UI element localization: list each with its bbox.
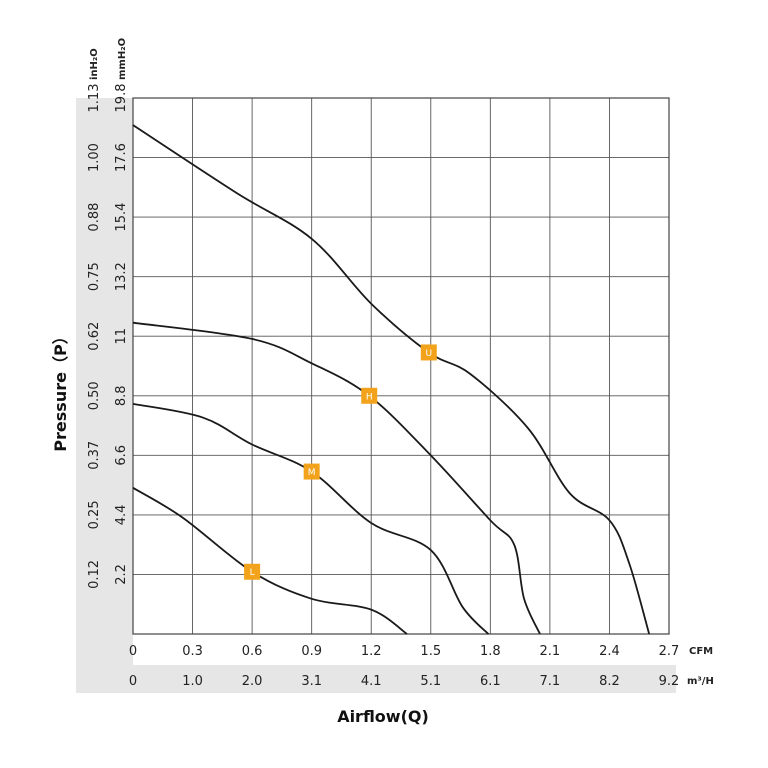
x-unit-m3h: m³/H bbox=[687, 676, 714, 687]
marker-m bbox=[303, 463, 320, 480]
y-tick-label-mmh2o: 17.6 bbox=[114, 143, 129, 172]
x-tick-label-m3h: 2.0 bbox=[242, 674, 263, 689]
marker-label-m: M bbox=[308, 468, 316, 478]
x-tick-label-m3h: 9.2 bbox=[659, 674, 680, 689]
marker-l bbox=[244, 563, 261, 580]
x-tick-label-cfm: 0.3 bbox=[182, 644, 203, 659]
y-tick-label-inh2o: 0.37 bbox=[87, 441, 102, 470]
x-axis-title: Airflow(Q) bbox=[337, 707, 429, 726]
x-tick-label-cfm: 1.8 bbox=[480, 644, 501, 659]
x-tick-label-m3h: 4.1 bbox=[361, 674, 382, 689]
y-tick-label-mmh2o: 2.2 bbox=[114, 564, 129, 585]
y-tick-label-inh2o: 1.13 bbox=[87, 84, 102, 113]
x-tick-label-cfm: 0 bbox=[129, 644, 137, 659]
x-tick-label-cfm: 1.2 bbox=[361, 644, 382, 659]
x-tick-label-m3h: 7.1 bbox=[540, 674, 561, 689]
x-tick-label-m3h: 5.1 bbox=[420, 674, 441, 689]
y-unit-inh2o: inH₂O bbox=[89, 48, 100, 80]
y-tick-label-inh2o: 0.62 bbox=[87, 322, 102, 351]
x-tick-label-m3h: 6.1 bbox=[480, 674, 501, 689]
y-tick-label-mmh2o: 8.8 bbox=[114, 385, 129, 406]
curve-m bbox=[132, 403, 489, 635]
plot-frame bbox=[132, 97, 670, 635]
y-tick-label-mmh2o: 4.4 bbox=[114, 505, 129, 526]
y-tick-labels-inh2o: 0.12 0.25 0.37 0.50 0.62 0.75 0.88 1.00 1.13 bbox=[87, 84, 102, 589]
x-tick-label-cfm: 1.5 bbox=[420, 644, 441, 659]
curve-u bbox=[132, 124, 651, 635]
y-tick-label-inh2o: 1.00 bbox=[87, 143, 102, 172]
marker-label-l: L bbox=[250, 568, 255, 578]
y-tick-label-mmh2o: 19.8 bbox=[114, 84, 129, 113]
x-axis-band bbox=[76, 665, 676, 693]
x-tick-labels-cfm: 0 0.3 0.6 0.9 1.2 1.5 1.8 2.1 2.4 2.7 bbox=[129, 644, 679, 659]
y-tick-label-mmh2o: 13.2 bbox=[114, 262, 129, 291]
x-tick-labels-m3h: 0 1.0 2.0 3.1 4.1 5.1 6.1 7.1 8.2 9.2 bbox=[129, 674, 679, 689]
y-tick-label-inh2o: 0.88 bbox=[87, 203, 102, 232]
x-tick-label-cfm: 2.1 bbox=[540, 644, 561, 659]
markers: U H M L bbox=[244, 344, 437, 580]
y-tick-label-mmh2o: 15.4 bbox=[114, 203, 129, 232]
y-axis-band bbox=[76, 98, 133, 665]
marker-label-u: U bbox=[425, 349, 432, 359]
curves bbox=[132, 124, 651, 635]
x-tick-label-cfm: 0.9 bbox=[301, 644, 322, 659]
y-tick-label-inh2o: 0.75 bbox=[87, 262, 102, 291]
marker-label-h: H bbox=[366, 392, 373, 402]
y-tick-label-inh2o: 0.50 bbox=[87, 381, 102, 410]
x-tick-label-cfm: 0.6 bbox=[242, 644, 263, 659]
x-tick-label-m3h: 0 bbox=[129, 674, 137, 689]
y-tick-label-inh2o: 0.25 bbox=[87, 500, 102, 529]
x-tick-label-m3h: 3.1 bbox=[301, 674, 322, 689]
x-tick-label-cfm: 2.4 bbox=[599, 644, 620, 659]
marker-h bbox=[361, 387, 378, 404]
y-unit-mmh2o: mmH₂O bbox=[117, 38, 128, 80]
marker-u bbox=[420, 344, 437, 361]
y-tick-label-mmh2o: 6.6 bbox=[114, 445, 129, 466]
x-tick-label-m3h: 1.0 bbox=[182, 674, 203, 689]
x-unit-cfm: CFM bbox=[689, 646, 713, 657]
y-axis-title: Pressure（P） bbox=[51, 328, 70, 451]
x-tick-label-cfm: 2.7 bbox=[659, 644, 680, 659]
y-tick-labels-mmh2o: 2.2 4.4 6.6 8.8 11 13.2 15.4 17.6 19.8 bbox=[114, 84, 129, 585]
curve-h bbox=[132, 321, 541, 635]
curve-l bbox=[132, 487, 408, 635]
y-tick-label-mmh2o: 11 bbox=[114, 328, 129, 345]
y-tick-label-inh2o: 0.12 bbox=[87, 560, 102, 589]
grid bbox=[133, 98, 669, 634]
x-tick-label-m3h: 8.2 bbox=[599, 674, 620, 689]
